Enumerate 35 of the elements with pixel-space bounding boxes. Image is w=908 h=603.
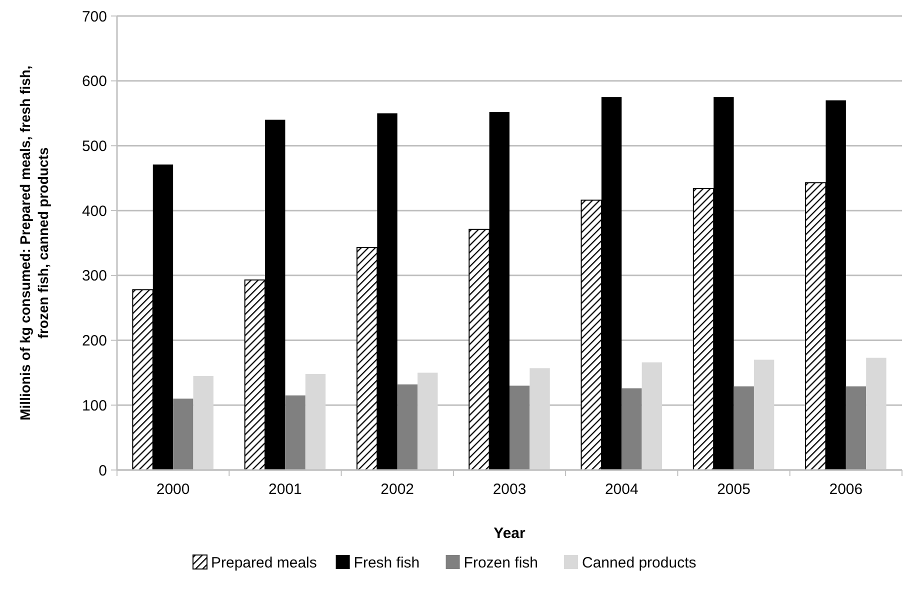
x-axis-title: Year	[494, 525, 526, 542]
x-tick-label: 2002	[380, 481, 414, 498]
bar	[622, 388, 642, 470]
bar	[642, 362, 662, 470]
bar	[193, 376, 214, 470]
legend-label: Prepared meals	[211, 554, 317, 572]
y-tick-label: 700	[82, 8, 107, 26]
y-tick-label: 0	[98, 462, 107, 480]
legend-label: Frozen fish	[464, 554, 538, 572]
x-tick-label: 2001	[268, 481, 302, 498]
x-tick-label: 2000	[156, 481, 190, 498]
bar	[397, 384, 418, 470]
x-tick-label: 2004	[604, 481, 638, 498]
y-tick-label: 500	[82, 138, 107, 155]
bar	[173, 398, 194, 470]
legend-label: Fresh fish	[354, 554, 420, 572]
y-tick-label: 200	[82, 332, 107, 350]
legend-label: Canned products	[582, 554, 696, 572]
x-tick-label: 2005	[717, 481, 750, 498]
bar	[305, 374, 326, 470]
bar	[530, 368, 550, 470]
y-tick-label: 100	[82, 397, 107, 414]
bar	[510, 386, 530, 470]
bar	[754, 360, 774, 470]
y-axis-title: Millionis of kg consumed: Prepared meals, fresh fish, frozen fish, canned products	[17, 66, 51, 420]
bar	[285, 395, 306, 470]
y-tick-label: 600	[82, 73, 107, 90]
x-tick-label: 2003	[492, 481, 526, 498]
bar	[418, 372, 438, 470]
x-tick-label: 2006	[829, 481, 863, 498]
bar	[866, 358, 886, 470]
bar	[734, 386, 754, 470]
y-tick-label: 400	[82, 202, 107, 220]
y-tick-label: 300	[82, 268, 107, 285]
bar	[846, 386, 866, 470]
